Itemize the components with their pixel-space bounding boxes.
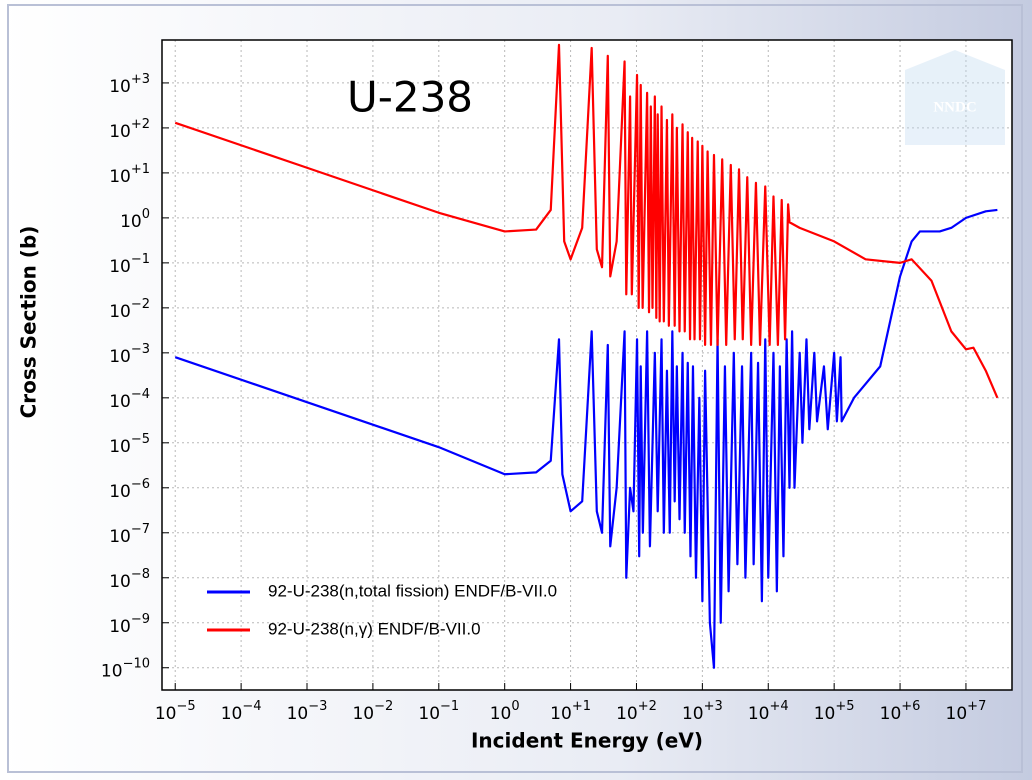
series-line: [174, 208, 998, 669]
legend-label: 92-U-238(n,total fission) ENDF/B-VII.0: [268, 581, 557, 600]
y-tick-label: 10−5: [109, 431, 150, 457]
x-tick-label: 10−2: [352, 699, 393, 725]
y-tick-label: 10−8: [109, 566, 150, 592]
series-line: [174, 43, 999, 399]
y-tick-label: 10−4: [109, 386, 150, 412]
y-tick-label: 10+3: [109, 71, 150, 97]
x-tick-label: 10+3: [682, 699, 723, 725]
y-tick-label: 10−7: [109, 521, 150, 547]
y-tick-label: 10+1: [109, 161, 150, 187]
x-tick-label: 10−5: [155, 699, 196, 725]
y-tick-label: 10−6: [109, 476, 150, 502]
y-axis-label: Cross Section (b): [17, 226, 41, 419]
x-tick-label: 10+2: [616, 699, 657, 725]
y-tick-label: 100: [120, 206, 150, 232]
annotation: U-238: [347, 73, 473, 122]
y-tick-label: 10+2: [109, 116, 150, 142]
logo-text: NNDC: [933, 99, 976, 115]
x-tick-label: 10+1: [550, 699, 591, 725]
legend: 92-U-238(n,total fission) ENDF/B-VII.0 92…: [207, 581, 557, 638]
y-tick-label: 10−3: [109, 341, 150, 367]
plot-frame: [161, 39, 1013, 691]
y-tick-label: 10−2: [109, 296, 150, 322]
x-tick-label: 10+4: [748, 699, 789, 725]
y-tick-label: 10−9: [109, 611, 150, 637]
y-tick-label: 10−1: [109, 251, 150, 277]
x-tick-label: 10+6: [880, 699, 921, 725]
x-tick-label: 10+7: [946, 699, 987, 725]
x-tick-label: 100: [490, 699, 520, 725]
x-tick-label: 10−4: [221, 699, 262, 725]
logo: NNDC: [905, 50, 1005, 145]
x-tick-label: 10+5: [814, 699, 855, 725]
x-axis-label: Incident Energy (eV): [471, 729, 703, 753]
marks: [174, 43, 999, 669]
legend-label: 92-U-238(n,γ) ENDF/B-VII.0: [268, 619, 481, 638]
y-tick-label: 10−10: [101, 656, 150, 682]
x-tick-label: 10−1: [418, 699, 459, 725]
x-tick-label: 10−3: [287, 699, 328, 725]
panel-border: [7, 4, 1023, 773]
